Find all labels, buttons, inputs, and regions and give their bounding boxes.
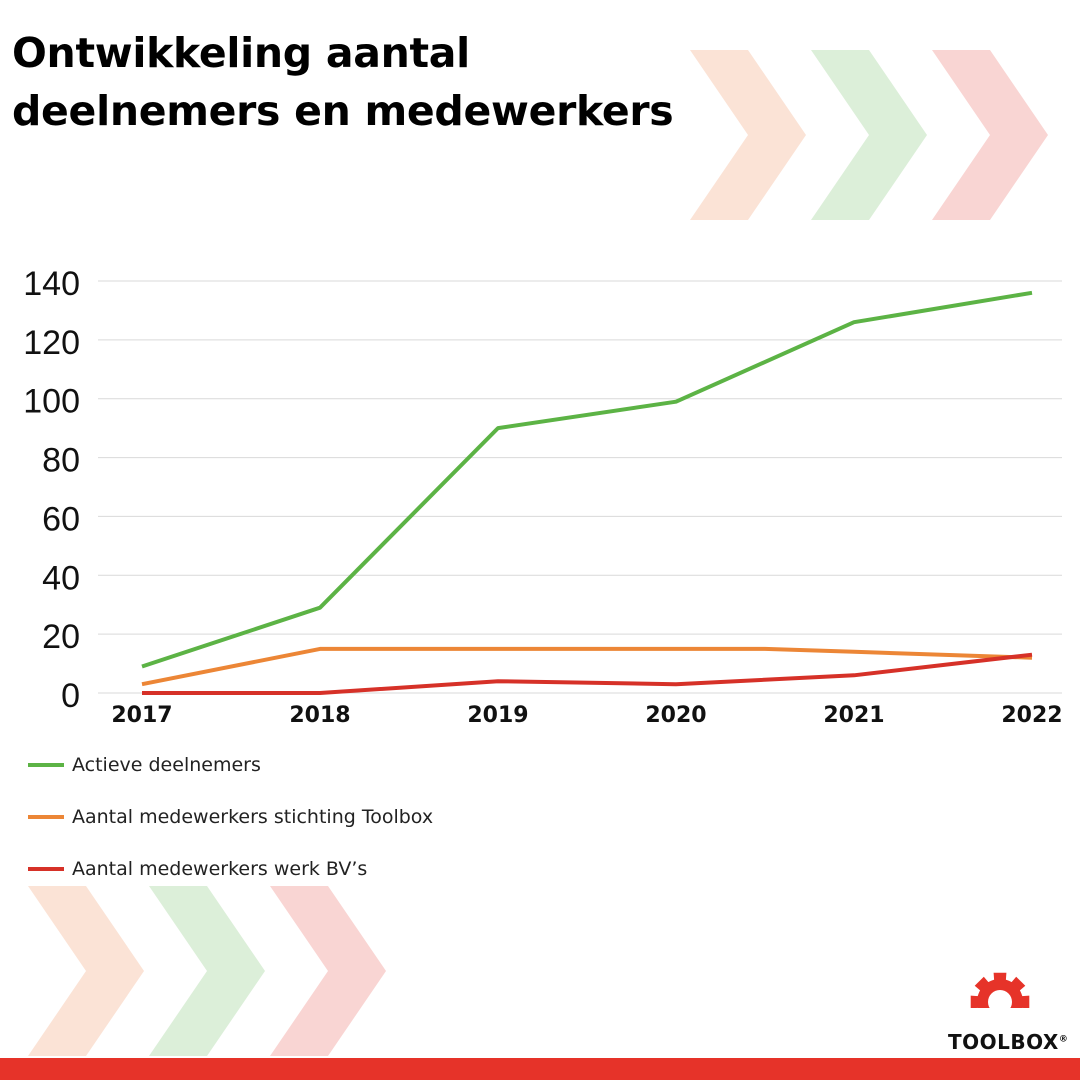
x-tick-label: 2020 [645,703,706,728]
chevron-red-bottom [270,886,386,1056]
bottom-brand-bar [0,1058,1080,1080]
x-tick-label: 2022 [1001,703,1062,728]
legend-label: Aantal medewerkers werk BV’s [72,858,368,880]
legend-swatch [28,763,64,767]
title-line-1: Ontwikkeling aantal [12,29,470,77]
x-tick-label: 2018 [289,703,350,728]
series-line-1 [141,290,1033,669]
legend-swatch [28,867,64,871]
line-chart: 0 20 40 60 80 100 120 140 2017 2018 2019 2020 2021 20… [23,265,1062,728]
legend-swatch [28,815,64,819]
chevron-red-top [932,50,1048,220]
x-tick-label: 2021 [823,703,884,728]
gear-icon [960,972,1040,1014]
y-tick-label: 0 [61,677,80,715]
y-tick-label: 20 [42,618,80,656]
legend-item: Aantal medewerkers stichting Toolbox [28,798,433,836]
x-tick-label: 2019 [467,703,528,728]
legend-label: Actieve deelnemers [72,754,261,776]
chevron-orange-top [690,50,806,220]
chevron-green-top [811,50,927,220]
series-line-3 [142,652,1033,695]
y-tick-label: 60 [42,500,80,538]
y-tick-label: 120 [23,324,80,362]
legend-label: Aantal medewerkers stichting Toolbox [72,806,434,828]
y-tick-label: 40 [42,559,80,597]
legend-item: Aantal medewerkers werk BV’s [28,850,433,888]
legend-item: Actieve deelnemers [28,746,433,784]
chart-legend: Actieve deelnemers Aantal medewerkers sti… [28,746,433,902]
y-tick-label: 100 [23,383,80,421]
chevron-green-bottom [149,886,265,1056]
logo-text: TOOLBOX® [948,1030,1069,1054]
title-line-2: deelnemers en medewerkers [12,87,674,135]
y-tick-label: 80 [42,442,80,480]
chevron-orange-bottom [28,886,144,1056]
series-line-2 [141,646,1033,687]
chart-title: Ontwikkeling aantal deelnemers en medewe… [12,24,674,140]
y-tick-label: 140 [23,265,80,303]
x-tick-label: 2017 [111,703,172,728]
